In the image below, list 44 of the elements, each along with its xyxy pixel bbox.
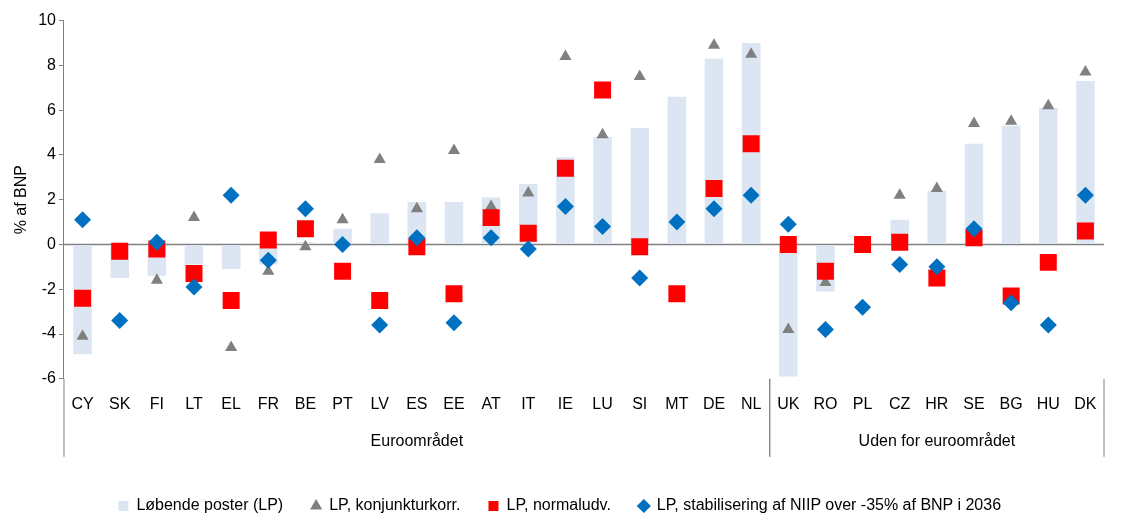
- x-tick-label: RO: [813, 394, 838, 412]
- text: Uden for euroområdet: [858, 432, 1016, 450]
- x-tick-label: LT: [185, 394, 203, 412]
- x-tick-label: SK: [109, 394, 131, 412]
- x-tick-label: AT: [481, 394, 501, 412]
- x-tick-label: FI: [149, 394, 164, 412]
- x-tick-label: SE: [963, 394, 985, 412]
- x-tick-label: LV: [370, 394, 390, 412]
- legend-label: LP, stabilisering af NIIP over -35% af BNP i 2036: [656, 496, 1002, 514]
- legend-label: LP, normaludv.: [506, 496, 611, 514]
- x-tick-label: CZ: [889, 394, 911, 412]
- legend-label: Løbende poster (LP): [136, 496, 284, 514]
- y-tick-label: 6: [47, 100, 57, 118]
- y-tick-label: 10: [38, 11, 57, 29]
- x-tick-label: EL: [221, 394, 242, 412]
- x-tick-label: DE: [702, 394, 726, 412]
- x-tick-label: ES: [406, 394, 428, 412]
- y-tick-label: -6: [41, 369, 57, 387]
- x-tick-label: PT: [332, 394, 354, 412]
- text: Euroområdet: [370, 432, 464, 450]
- x-tick-label: EE: [443, 394, 465, 412]
- y-tick-label: -4: [41, 324, 57, 342]
- y-tick-label: 0: [47, 234, 57, 252]
- y-tick-label: 2: [47, 190, 57, 208]
- x-tick-label: BG: [999, 394, 1023, 412]
- x-tick-label: MT: [665, 394, 689, 412]
- y-axis-title: % af BNP: [12, 165, 30, 235]
- x-tick-label: FR: [257, 394, 279, 412]
- x-tick-label: SI: [632, 394, 648, 412]
- x-tick-label: DK: [1074, 394, 1097, 412]
- x-tick-label: HU: [1036, 394, 1060, 412]
- x-tick-label: PL: [852, 394, 873, 412]
- y-tick-label: 4: [47, 145, 57, 163]
- legend-label: LP, konjunkturkorr.: [329, 496, 461, 514]
- x-tick-label: HR: [925, 394, 949, 412]
- x-tick-label: LU: [592, 394, 613, 412]
- x-tick-label: CY: [71, 394, 95, 412]
- y-tick-label: 8: [47, 55, 57, 73]
- y-tick-label: -2: [41, 279, 57, 297]
- x-tick-label: BE: [294, 394, 317, 412]
- x-tick-label: UK: [777, 394, 800, 412]
- x-tick-label: NL: [740, 394, 762, 412]
- x-tick-label: IE: [557, 394, 573, 412]
- x-tick-label: IT: [521, 394, 536, 412]
